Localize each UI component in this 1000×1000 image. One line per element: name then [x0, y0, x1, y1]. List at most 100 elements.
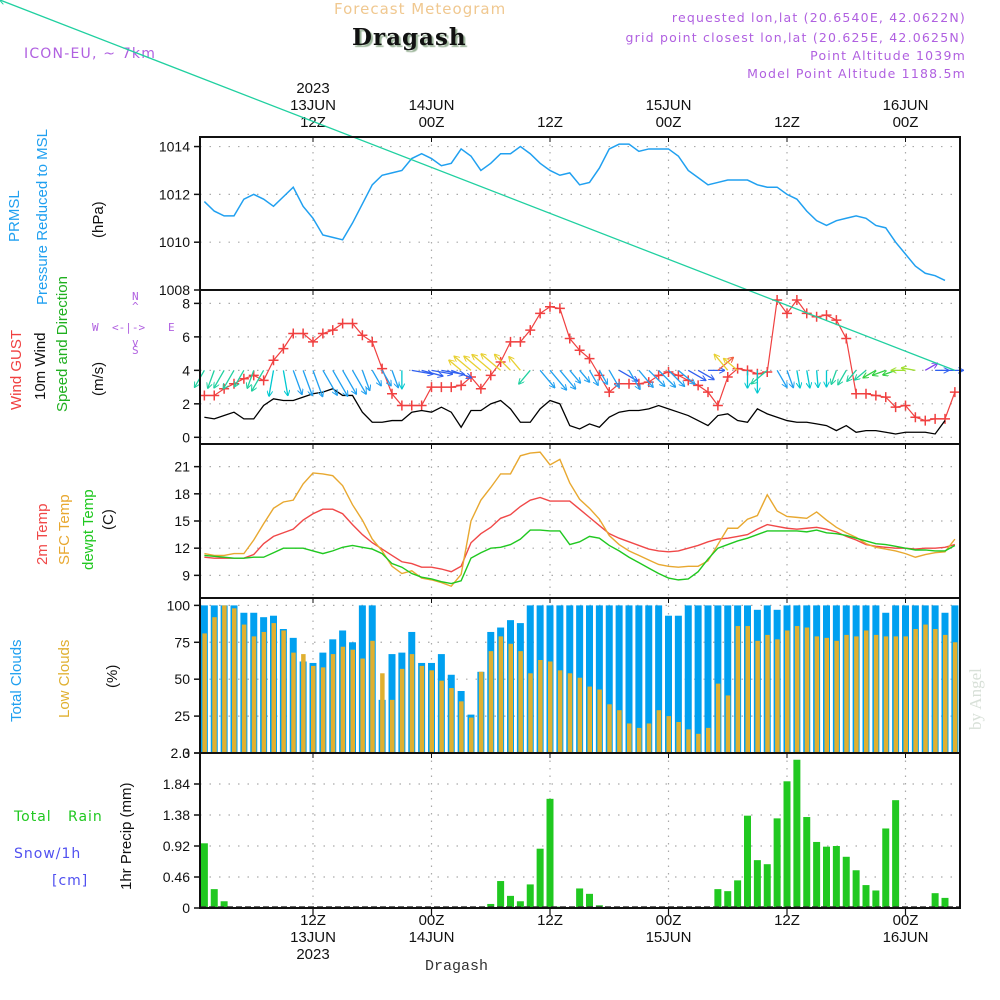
gust-marker — [337, 318, 348, 329]
gust-marker — [564, 333, 575, 344]
y-tick-label: 50 — [174, 671, 190, 687]
rain-bar — [793, 759, 801, 908]
rain-bar — [882, 828, 890, 908]
time-tick-line: 13JUN — [290, 929, 336, 946]
gust-marker — [515, 336, 526, 347]
rain-bar — [842, 856, 850, 908]
gust-marker — [712, 400, 723, 411]
total-cloud-bar — [714, 605, 722, 753]
total-cloud-bar — [655, 605, 663, 753]
wind-arrow — [421, 369, 443, 376]
gust-marker — [288, 328, 299, 339]
wind-arrow — [449, 360, 462, 371]
low-cloud-bar — [271, 623, 276, 753]
y-tick-label: 0 — [182, 900, 190, 916]
wind-arrow — [332, 370, 348, 395]
total-cloud-bar — [615, 605, 623, 753]
low-cloud-bar — [864, 630, 869, 753]
low-cloud-bar — [854, 636, 859, 753]
gust-marker — [209, 390, 220, 401]
y-tick-label: 21 — [174, 459, 190, 475]
wind-arrow — [838, 370, 847, 384]
y-tick-label: 8 — [182, 295, 190, 311]
wind-arrow — [214, 370, 225, 387]
time-tick-line: 15JUN — [645, 97, 692, 114]
low-cloud-bar — [696, 733, 701, 753]
precip-rain-label: Total Rain — [14, 809, 103, 825]
wind-arrow — [252, 370, 265, 390]
wind-arrow — [608, 370, 619, 387]
gust-marker — [949, 387, 960, 398]
low-cloud-bar — [567, 673, 573, 753]
low-cloud-bar — [557, 670, 563, 753]
low-cloud-bar — [478, 671, 484, 753]
time-tick-label: 12Z — [510, 114, 590, 131]
low-cloud-bar — [597, 689, 602, 753]
low-cloud-bar — [399, 668, 405, 753]
low-cloud-bar — [350, 649, 355, 753]
low-cloud-bar — [646, 723, 652, 753]
wind-arrow — [668, 369, 685, 386]
time-tick-line: 00Z — [418, 114, 445, 131]
low-cloud-bar — [804, 627, 810, 753]
total-cloud-bar — [665, 615, 672, 753]
y-tick-label: 2.3 — [171, 745, 191, 761]
y-tick-label: 0 — [182, 429, 190, 445]
low-cloud-bar — [952, 642, 958, 753]
rain-bar — [783, 781, 791, 908]
total-cloud-bar — [674, 615, 682, 753]
gust-marker — [278, 343, 289, 354]
wind-arrow — [342, 370, 357, 393]
rain-bar — [832, 846, 840, 908]
low-cloud-bar — [676, 722, 681, 753]
location-title: Dragash — [352, 24, 467, 51]
gust-marker — [456, 380, 467, 391]
closest-coords: grid point closest lon,lat (20.625E, 42.… — [625, 30, 966, 45]
total-cloud-bar — [635, 605, 643, 753]
low-cloud-bar — [715, 683, 721, 753]
wind-arrow — [902, 368, 916, 370]
low-cloud-bar — [617, 710, 622, 753]
total-cloud-bar — [605, 605, 613, 753]
wind-arrow — [411, 369, 433, 374]
y-tick-label: 18 — [174, 486, 190, 502]
time-tick-line: 00Z — [655, 114, 682, 131]
time-tick-line: 12Z — [537, 114, 563, 131]
y-tick-label: 1010 — [159, 234, 190, 250]
wind-arrow — [539, 369, 554, 387]
gust-marker — [782, 308, 792, 319]
time-tick-line: 2023 — [296, 80, 330, 97]
gust-marker — [693, 380, 704, 391]
rain-bar — [872, 890, 880, 908]
wind-arrow — [786, 370, 793, 387]
gust-marker — [416, 400, 427, 411]
wind-arrow — [831, 370, 837, 384]
gust-marker — [910, 412, 921, 423]
low-cloud-bar — [824, 637, 829, 753]
total-cloud-bar — [625, 605, 633, 753]
low-cloud-bar — [518, 651, 523, 753]
wind-arrow — [472, 355, 492, 371]
rain-bar — [941, 897, 949, 908]
gust-marker — [831, 315, 842, 326]
wind-arrow — [797, 370, 800, 387]
gust-marker — [861, 388, 871, 399]
gust-marker — [624, 378, 634, 389]
total-cloud-bar — [586, 605, 593, 753]
rain-bar — [892, 800, 900, 908]
precip-snow-unit: [cm] — [52, 873, 89, 889]
y-tick-label: 1.38 — [163, 807, 190, 823]
low-cloud-bar — [538, 660, 543, 753]
rain-bar — [852, 870, 860, 908]
low-cloud-bar — [686, 729, 691, 753]
low-cloud-bar — [508, 643, 513, 753]
wind-arrow — [302, 370, 312, 395]
low-cloud-bar — [449, 688, 454, 753]
low-cloud-bar — [933, 629, 938, 753]
time-tick-label: 12Z — [747, 912, 827, 929]
gust-marker — [732, 363, 743, 374]
compass-s: S — [132, 344, 139, 357]
low-cloud-bar — [627, 723, 632, 753]
gust-marker — [604, 387, 615, 398]
y-tick-label: 6 — [182, 329, 190, 345]
